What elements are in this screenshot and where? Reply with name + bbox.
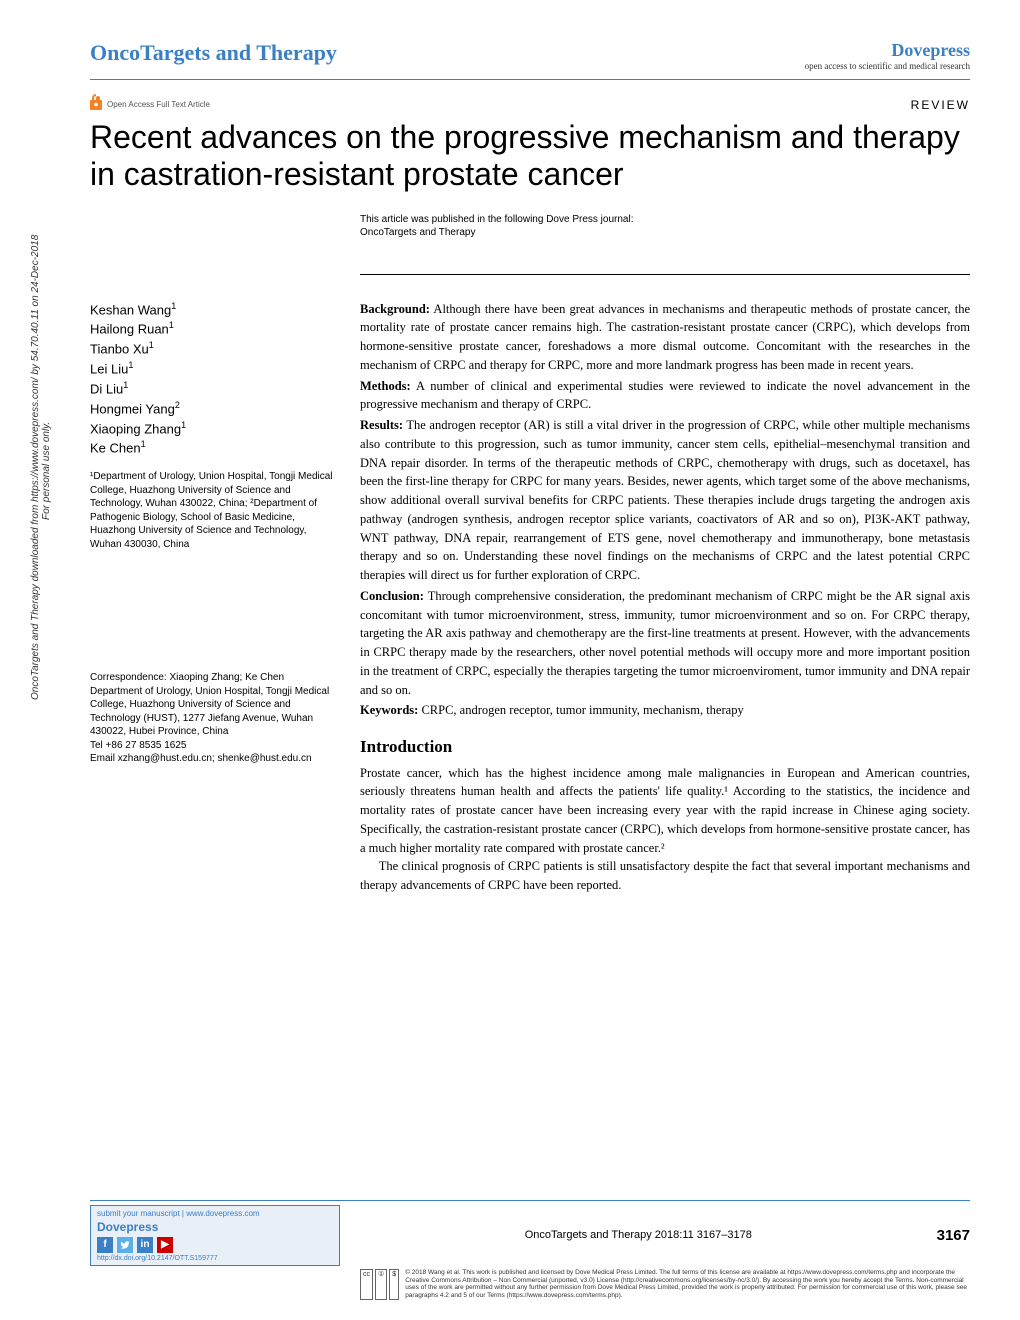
open-access-label[interactable]: Open Access Full Text Article (107, 100, 210, 109)
doi-link[interactable]: http://dx.doi.org/10.2147/OTT.S159777 (97, 1255, 333, 1262)
license-block: cc ① $ © 2018 Wang et al. This work is p… (360, 1269, 970, 1300)
open-access-row: Open Access Full Text Article REVIEW (90, 94, 970, 115)
author: Xiaoping Zhang1 (90, 419, 340, 439)
submit-manuscript-box[interactable]: submit your manuscript | www.dovepress.c… (90, 1205, 340, 1266)
abstract-keywords: Keywords: CRPC, androgen receptor, tumor… (360, 701, 970, 720)
introduction-heading: Introduction (360, 734, 970, 760)
youtube-icon[interactable]: ▶ (157, 1237, 173, 1253)
cc-icon: cc (360, 1269, 373, 1300)
divider (360, 274, 970, 275)
author: Lei Liu1 (90, 359, 340, 379)
publisher-name[interactable]: Dovepress (805, 40, 970, 61)
twitter-icon[interactable] (117, 1237, 133, 1253)
abstract-conclusion: Conclusion: Through comprehensive consid… (360, 587, 970, 700)
main-column: Background: Although there have been gre… (360, 300, 970, 895)
author: Di Liu1 (90, 379, 340, 399)
author: Hongmei Yang2 (90, 399, 340, 419)
download-watermark: OncoTargets and Therapy downloaded from … (30, 235, 52, 700)
intro-paragraph: The clinical prognosis of CRPC patients … (360, 857, 970, 895)
open-access-icon (90, 94, 102, 115)
intro-paragraph: Prostate cancer, which has the highest i… (360, 764, 970, 858)
journal-title: OncoTargets and Therapy (90, 40, 337, 66)
linkedin-icon[interactable]: in (137, 1237, 153, 1253)
abstract-results: Results: The androgen receptor (AR) is s… (360, 416, 970, 585)
sidebar-column: Keshan Wang1 Hailong Ruan1 Tianbo Xu1 Le… (90, 300, 340, 895)
cc-nc-icon: $ (389, 1269, 399, 1300)
publisher-tagline: open access to scientific and medical re… (805, 61, 970, 71)
article-title: Recent advances on the progressive mecha… (90, 119, 970, 193)
affiliations: ¹Department of Urology, Union Hospital, … (90, 470, 340, 551)
article-type-label: REVIEW (911, 98, 970, 112)
author: Tianbo Xu1 (90, 339, 340, 359)
journal-header: OncoTargets and Therapy Dovepress open a… (90, 40, 970, 80)
abstract-methods: Methods: A number of clinical and experi… (360, 377, 970, 415)
author: Keshan Wang1 (90, 300, 340, 320)
citation: OncoTargets and Therapy 2018:11 3167–317… (525, 1229, 752, 1241)
author: Hailong Ruan1 (90, 319, 340, 339)
page-footer: submit your manuscript | www.dovepress.c… (90, 1200, 970, 1300)
cc-by-icon: ① (375, 1269, 387, 1300)
authors-list: Keshan Wang1 Hailong Ruan1 Tianbo Xu1 Le… (90, 300, 340, 459)
page-number: 3167 (937, 1227, 970, 1244)
correspondence-block: Correspondence: Xiaoping Zhang; Ke Chen … (90, 671, 340, 766)
facebook-icon[interactable]: f (97, 1237, 113, 1253)
publisher-block: Dovepress open access to scientific and … (805, 40, 970, 71)
author: Ke Chen1 (90, 438, 340, 458)
publication-note: This article was published in the follow… (360, 213, 970, 239)
abstract-background: Background: Although there have been gre… (360, 300, 970, 375)
